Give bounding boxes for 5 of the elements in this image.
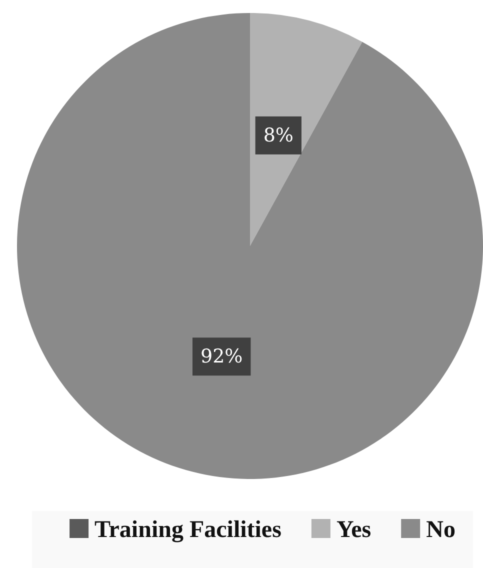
data-label: 8%	[263, 124, 294, 146]
legend-label: Training Facilities	[94, 517, 282, 543]
data-label: 92%	[200, 346, 243, 368]
legend-label: No	[426, 517, 456, 543]
legend-label: Yes	[336, 517, 372, 543]
